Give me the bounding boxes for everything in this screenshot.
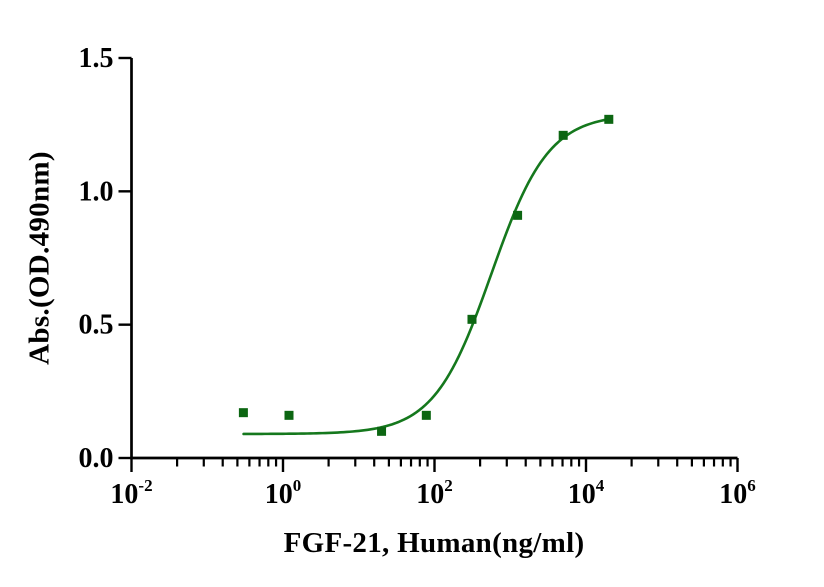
data-point-marker bbox=[604, 114, 614, 124]
x-tick-label: 106 bbox=[719, 476, 756, 510]
data-point-marker bbox=[558, 130, 568, 140]
data-point-marker bbox=[467, 314, 477, 324]
data-point-marker bbox=[238, 408, 248, 418]
data-point-marker bbox=[284, 410, 294, 420]
fit-curve bbox=[242, 117, 611, 436]
y-tick-label: 0.0 bbox=[79, 443, 114, 474]
axis-spines bbox=[130, 58, 738, 460]
x-tick-label: 100 bbox=[265, 476, 302, 510]
x-tick-label: 104 bbox=[568, 476, 605, 510]
data-point-marker bbox=[513, 210, 523, 220]
data-point-marker bbox=[377, 426, 387, 436]
data-point-marker bbox=[421, 410, 431, 420]
x-tick-label: 102 bbox=[416, 476, 453, 510]
x-tick-label: 10-2 bbox=[110, 476, 152, 510]
y-tick-label: 0.5 bbox=[79, 310, 114, 341]
x-axis-title: FGF-21, Human(ng/ml) bbox=[283, 527, 585, 559]
y-tick-label: 1.0 bbox=[79, 176, 114, 207]
y-tick-label: 1.5 bbox=[79, 43, 114, 74]
y-axis-title: Abs.(OD.490nm) bbox=[23, 151, 56, 365]
